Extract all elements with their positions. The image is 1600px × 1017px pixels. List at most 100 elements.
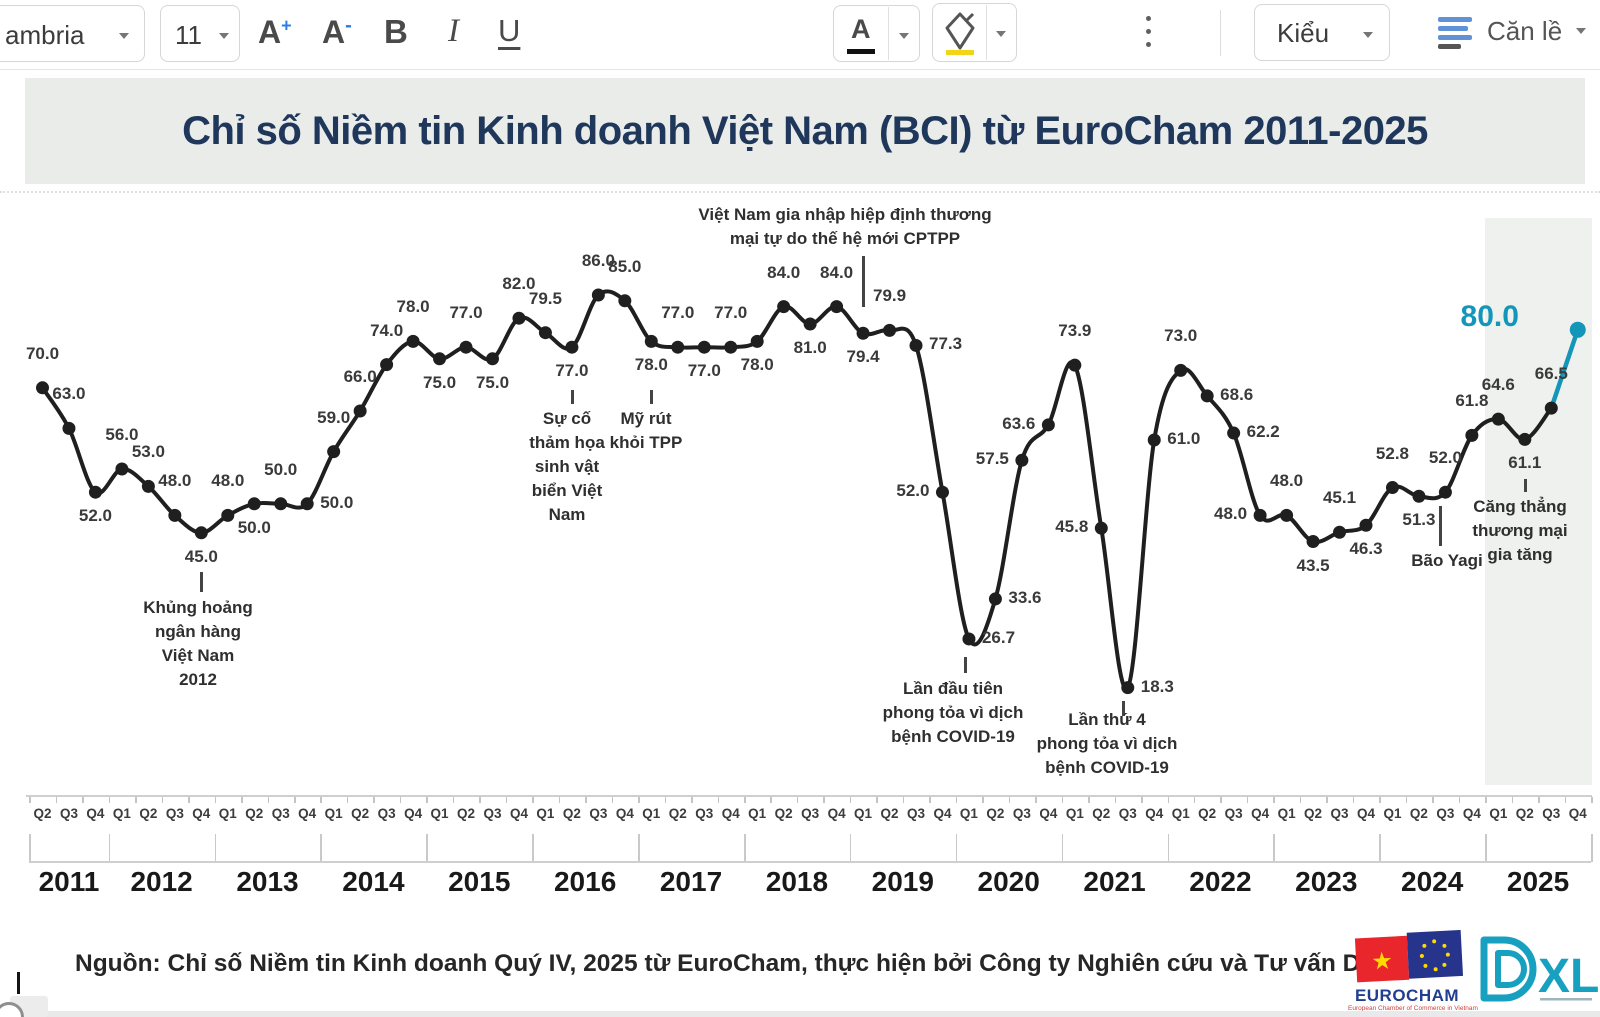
axis-tick [1564, 797, 1566, 803]
axis-year-label: 2011 [38, 866, 100, 897]
axis-tick [320, 797, 322, 803]
axis-tick [611, 797, 614, 803]
axis-year-label: 2023 [1295, 866, 1358, 897]
dotted-guide-line [0, 191, 1600, 193]
axis-quarter-label: Q3 [1118, 806, 1137, 821]
italic-button[interactable]: I [448, 13, 459, 50]
font-size-select[interactable]: 11 [160, 5, 240, 62]
data-point-label: 70.0 [25, 343, 60, 363]
axis-tick [161, 797, 164, 803]
data-point [671, 340, 685, 354]
axis-tick [1167, 797, 1169, 803]
bottom-strip [30, 1011, 1600, 1017]
data-point [618, 294, 632, 308]
axis-tick [505, 797, 508, 803]
font-size-value: 11 [175, 20, 202, 50]
data-point [1385, 481, 1399, 495]
data-point-label: 62.2 [1246, 422, 1280, 442]
data-point-label: 64.6 [1481, 375, 1515, 395]
axis-tick [479, 797, 481, 803]
data-point [406, 334, 420, 348]
axis-year-label: 2017 [659, 866, 723, 897]
chevron-down-icon[interactable] [996, 31, 1006, 37]
bold-icon: B [384, 13, 408, 50]
data-point-label: 45.1 [1322, 488, 1357, 508]
increase-font-size-button[interactable]: A+ [258, 14, 292, 51]
data-point-label: 33.6 [1008, 587, 1042, 607]
data-point-label: 84.0 [820, 262, 854, 282]
bold-button[interactable]: B [384, 13, 408, 51]
data-point [141, 479, 155, 493]
year-bracket-line [1379, 834, 1381, 862]
axis-tick [1326, 797, 1328, 803]
underline-button[interactable]: U [498, 13, 520, 49]
data-point [62, 421, 76, 435]
axis-year-label: 2018 [765, 866, 829, 897]
annotation-leader-line [1122, 701, 1125, 716]
axis-quarter-label: Q3 [589, 806, 608, 821]
data-point [1200, 389, 1214, 403]
chevron-down-icon[interactable] [899, 33, 909, 39]
axis-tick [346, 797, 349, 803]
eurocham-logo-caption: European Chamber of Commerce in Vietnam [1348, 1005, 1478, 1012]
year-bracket-line [1167, 834, 1169, 862]
axis-tick [55, 797, 58, 803]
axis-quarter-label: Q4 [1039, 806, 1058, 821]
data-point [485, 352, 499, 366]
axis-quarter-label: Q3 [1224, 806, 1243, 821]
axis-quarter-label: Q1 [430, 806, 449, 821]
data-point [512, 311, 526, 325]
axis-quarter-label: Q2 [245, 806, 264, 821]
year-bracket-line [320, 834, 322, 862]
axis-quarter-label: Q3 [271, 806, 290, 821]
decrease-font-size-button[interactable]: A- [322, 14, 352, 51]
axis-year-label: 2012 [130, 866, 193, 897]
axis-tick [532, 797, 534, 803]
data-point [883, 323, 897, 337]
data-point-label: 77.0 [449, 303, 483, 323]
axis-quarter-label: Q1 [642, 806, 661, 821]
divider [888, 7, 889, 60]
axis-quarter-label: Q1 [1489, 806, 1508, 821]
axis-tick [1193, 797, 1196, 803]
highlight-button[interactable] [933, 4, 986, 61]
year-bracket-line [638, 834, 640, 862]
corner-ring-icon[interactable] [0, 1002, 24, 1017]
axis-quarter-label: Q2 [33, 806, 52, 821]
axis-tick [1273, 797, 1275, 803]
axis-quarter-label: Q2 [880, 806, 899, 821]
font-family-select[interactable]: ambria [0, 5, 145, 62]
data-point [830, 300, 844, 314]
align-icon [1438, 17, 1472, 22]
data-point-label: 56.0 [105, 425, 139, 444]
axis-tick [452, 797, 455, 803]
more-options-button[interactable] [1146, 16, 1151, 47]
axis-tick [691, 797, 693, 803]
text-color-button[interactable]: A [834, 6, 888, 61]
axis-tick [1008, 797, 1011, 803]
data-point [36, 381, 49, 395]
annotation-leader-line [964, 657, 967, 673]
increase-font-letter: A [258, 14, 282, 50]
data-point [1412, 489, 1426, 503]
style-select[interactable]: Kiểu [1254, 4, 1390, 61]
axis-quarter-label: Q2 [668, 806, 687, 821]
data-point-label: 52.0 [78, 506, 112, 526]
axis-quarter-label: Q1 [1277, 806, 1296, 821]
decrease-font-letter: A [322, 14, 346, 50]
axis-tick [1114, 797, 1116, 803]
data-point-label: 80.0 [1460, 299, 1519, 333]
axis-quarter-label: Q3 [165, 806, 184, 821]
data-point [591, 288, 605, 302]
data-point-label: 50.0 [264, 459, 298, 479]
axis-tick [902, 797, 905, 803]
data-point [565, 340, 579, 354]
data-point-label: 52.0 [896, 481, 930, 501]
year-bracket-line [849, 834, 852, 862]
dxl-logo: XL [1480, 936, 1598, 1003]
axis-quarter-label: Q1 [112, 806, 131, 821]
data-point [962, 632, 976, 646]
